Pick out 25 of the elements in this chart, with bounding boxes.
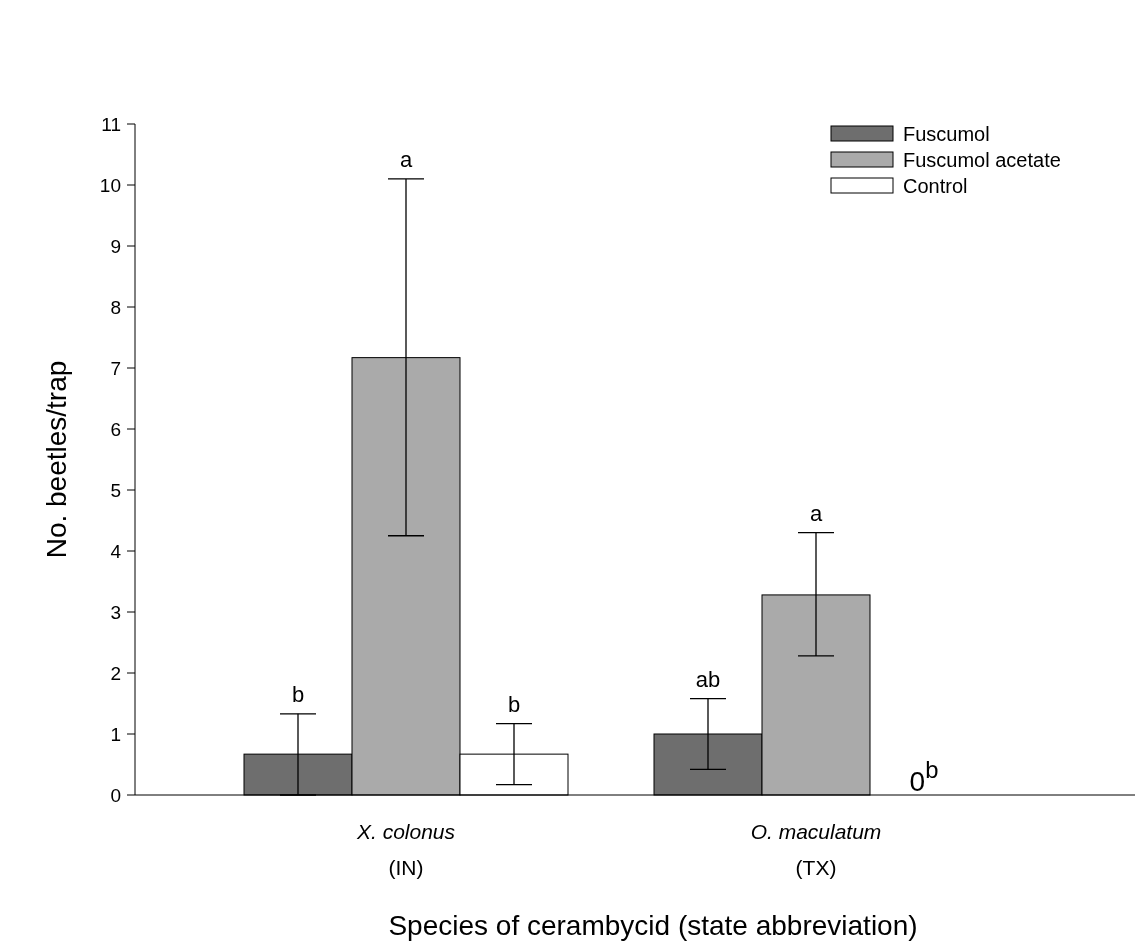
y-tick-label: 4 (110, 540, 122, 562)
y-tick-label: 7 (110, 357, 121, 379)
y-tick-label: 5 (110, 479, 121, 501)
y-axis-title: No. beetles/trap (41, 360, 72, 559)
x-tick-label: X. colonus (IN) (355, 820, 456, 879)
annotation: 0$^{b}$ (909, 755, 939, 797)
annotation: b (507, 691, 521, 717)
x-tick-label: O. maculatum (TX) (750, 820, 882, 879)
legend-label: Fuscumol (903, 123, 990, 145)
y-tick-label: 2 (110, 662, 121, 684)
y-tick-label: 0 (110, 784, 121, 806)
y-tick-label: 8 (110, 296, 121, 318)
y-tick-label: 1 (110, 723, 121, 745)
y-tick-label: 9 (110, 235, 121, 257)
annotation: ab (695, 666, 721, 692)
legend-label: Control (903, 175, 968, 197)
x-axis-title: Species of cerambycid (state abbreviation) (388, 910, 918, 941)
legend-label: Fuscumol acetate (903, 149, 1061, 171)
y-tick-label: 6 (110, 418, 121, 440)
y-tick-label: 3 (110, 601, 121, 623)
y-tick-label: 11 (101, 113, 121, 135)
annotation: a (399, 146, 413, 172)
annotation: b (291, 681, 305, 707)
annotation: a (809, 500, 823, 526)
y-tick-label: 10 (99, 174, 121, 196)
